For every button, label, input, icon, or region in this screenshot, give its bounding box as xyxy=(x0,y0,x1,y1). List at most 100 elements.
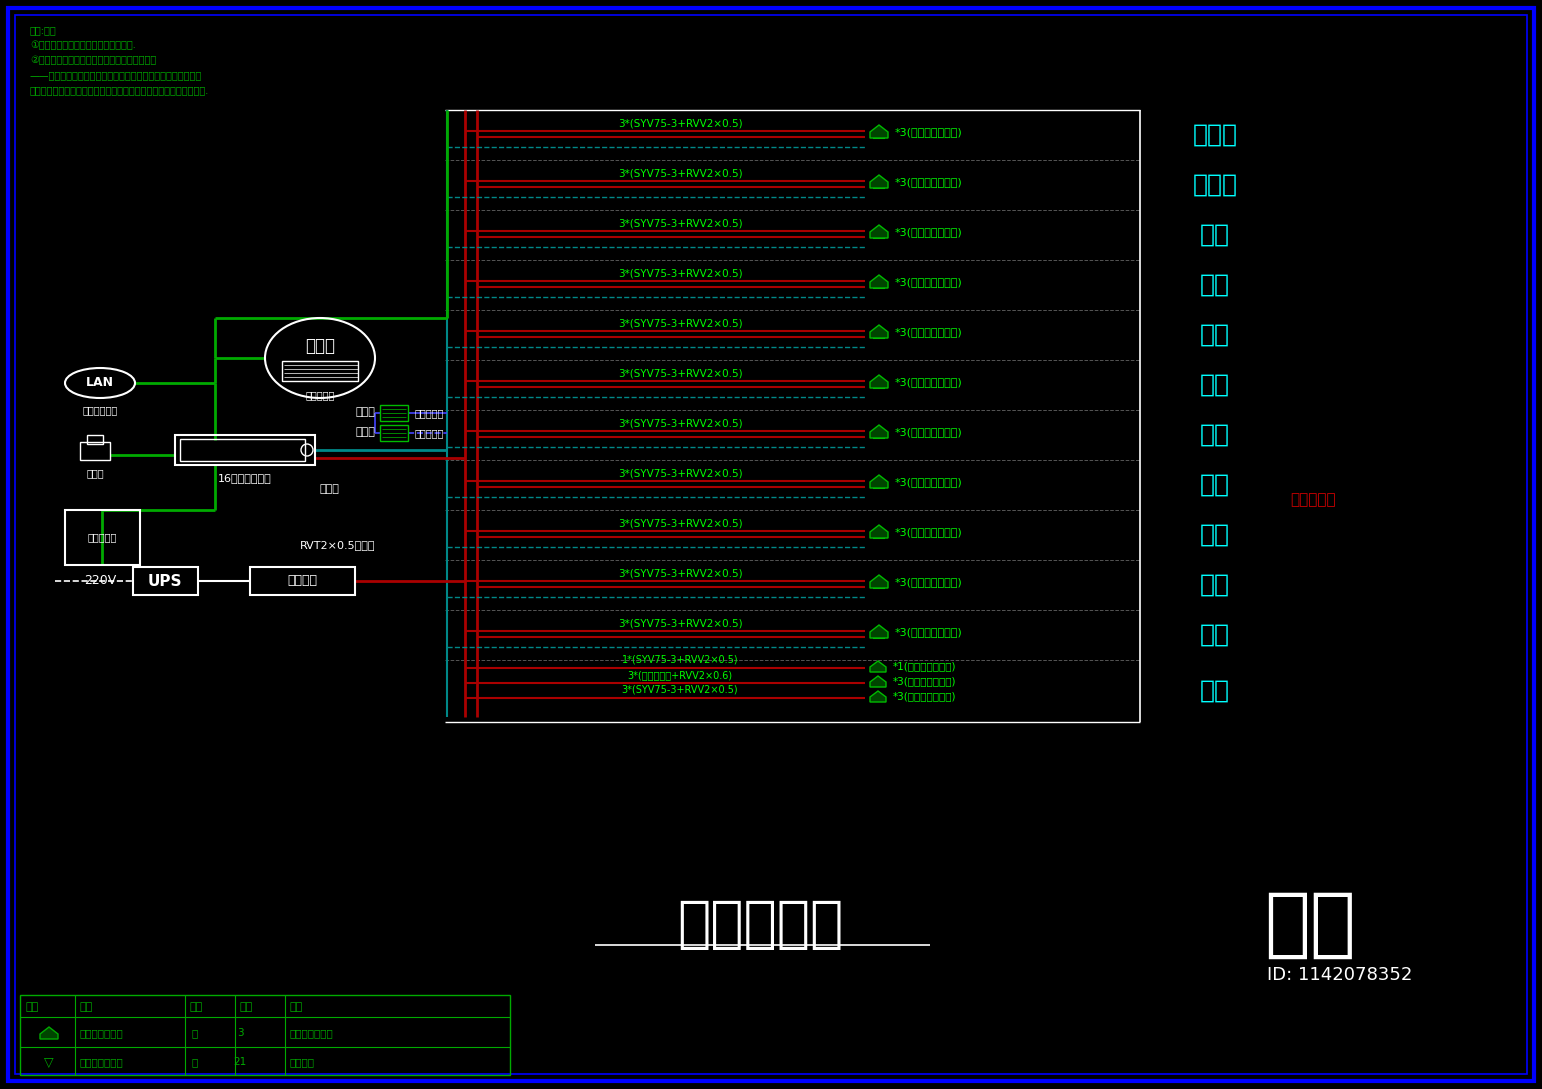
Text: *3(彩色半球摄相机): *3(彩色半球摄相机) xyxy=(894,527,962,537)
Text: 220V: 220V xyxy=(83,575,116,587)
Bar xyxy=(65,510,140,565)
Text: 3*(SYV75-3+RVV2×0.5): 3*(SYV75-3+RVV2×0.5) xyxy=(618,469,742,479)
Text: 二层: 二层 xyxy=(1200,623,1231,647)
Polygon shape xyxy=(870,676,887,687)
Text: *3(彩色半球摄相机): *3(彩色半球摄相机) xyxy=(894,477,962,487)
Text: 3*(SYV75-3+RVV2×0.5): 3*(SYV75-3+RVV2×0.5) xyxy=(618,119,742,129)
Text: 十一层: 十一层 xyxy=(1192,173,1238,197)
Text: 打印机: 打印机 xyxy=(86,468,103,478)
Text: 台: 台 xyxy=(191,1028,197,1038)
Polygon shape xyxy=(870,225,888,238)
Polygon shape xyxy=(870,625,888,638)
Text: 台: 台 xyxy=(191,1057,197,1067)
Text: ①图纸供建筑设计单位及人士学习交流.: ①图纸供建筑设计单位及人士学习交流. xyxy=(29,40,136,50)
Text: 六类线: 六类线 xyxy=(355,427,375,437)
Text: UPS: UPS xyxy=(148,574,182,588)
Text: 3*(SYV75-3+RVV2×0.5): 3*(SYV75-3+RVV2×0.5) xyxy=(618,319,742,329)
Text: ▽: ▽ xyxy=(45,1055,54,1068)
Text: *3(彩色半球摄相机): *3(彩色半球摄相机) xyxy=(894,427,962,437)
Text: *3(彩色半球摄相机): *3(彩色半球摄相机) xyxy=(894,178,962,187)
Text: ②不得转作商业出图，仅供位以此用作学习之用: ②不得转作商业出图，仅供位以此用作学习之用 xyxy=(29,56,156,65)
Text: 彩矿半式摄像机: 彩矿半式摄像机 xyxy=(80,1028,123,1038)
Text: *1(彩色半球摄相机): *1(彩色半球摄相机) xyxy=(893,661,956,671)
Text: 图例: 图例 xyxy=(25,1002,39,1012)
Text: 四层: 四层 xyxy=(1200,523,1231,547)
Text: 16路硬盘录像机: 16路硬盘录像机 xyxy=(217,473,271,484)
Text: 监控系统图: 监控系统图 xyxy=(677,898,843,952)
Text: 知末: 知末 xyxy=(1264,888,1355,962)
Polygon shape xyxy=(870,325,888,338)
Polygon shape xyxy=(870,661,887,672)
Text: *3(彩色半球摄相机): *3(彩色半球摄相机) xyxy=(894,327,962,337)
Text: 说明: 说明 xyxy=(290,1002,304,1012)
Text: 十二层: 十二层 xyxy=(1192,123,1238,147)
Text: 六层: 六层 xyxy=(1200,423,1231,446)
Polygon shape xyxy=(870,375,888,388)
Text: 彩矿发装: 彩矿发装 xyxy=(290,1057,315,1067)
Text: *3(彩色半球摄相机): *3(彩色半球摄相机) xyxy=(894,627,962,637)
Bar xyxy=(379,405,409,421)
Text: 五层: 五层 xyxy=(1200,473,1231,497)
Text: RVT2×0.5电源线: RVT2×0.5电源线 xyxy=(301,540,376,550)
Text: 3*(SYV75-3+RVV2×0.5): 3*(SYV75-3+RVV2×0.5) xyxy=(618,269,742,279)
Polygon shape xyxy=(870,276,888,287)
Bar xyxy=(20,995,510,1075)
Text: 1*(SYV75-3+RVV2×0.5): 1*(SYV75-3+RVV2×0.5) xyxy=(621,654,739,665)
Text: *3(彩色半球摄相机): *3(彩色半球摄相机) xyxy=(894,577,962,587)
Text: 局域网: 局域网 xyxy=(305,337,335,355)
Bar xyxy=(282,360,358,381)
Bar xyxy=(180,439,305,461)
Text: 网络交换机: 网络交换机 xyxy=(305,390,335,400)
Text: 数量: 数量 xyxy=(241,1002,253,1012)
Text: 一层: 一层 xyxy=(1200,680,1231,703)
Text: 交通违规抓拍: 交通违规抓拍 xyxy=(82,405,117,415)
Text: 监控系统图: 监控系统图 xyxy=(1291,492,1335,507)
Text: 视频线: 视频线 xyxy=(321,484,339,494)
Text: 七层: 七层 xyxy=(1200,374,1231,397)
Text: 3*(SYV75-3+RVV2×0.5): 3*(SYV75-3+RVV2×0.5) xyxy=(618,169,742,179)
Text: *3(彩色半球摄相机): *3(彩色半球摄相机) xyxy=(894,277,962,287)
Text: 电源装置: 电源装置 xyxy=(287,575,318,587)
Text: 3*(SYV75-3+RVV2×0.5): 3*(SYV75-3+RVV2×0.5) xyxy=(618,619,742,629)
Text: 十层: 十层 xyxy=(1200,223,1231,247)
Text: 三层: 三层 xyxy=(1200,573,1231,597)
Polygon shape xyxy=(870,525,888,538)
Bar xyxy=(174,435,315,465)
Text: 3*(SYV75-3+RVV2×0.5): 3*(SYV75-3+RVV2×0.5) xyxy=(618,219,742,229)
Text: 网络摄像机: 网络摄像机 xyxy=(415,408,444,418)
Text: 八层: 八层 xyxy=(1200,323,1231,347)
Text: 网络摄像机: 网络摄像机 xyxy=(415,428,444,438)
Text: 单位: 单位 xyxy=(190,1002,204,1012)
Text: *3(彩色半球摄相机): *3(彩色半球摄相机) xyxy=(894,377,962,387)
Text: *3(彩色半球摄相机): *3(彩色半球摄相机) xyxy=(894,227,962,237)
Text: LAN: LAN xyxy=(86,377,114,390)
Polygon shape xyxy=(870,692,887,702)
Polygon shape xyxy=(870,425,888,438)
Text: 3*(拍摄专用线+RVV2×0.6): 3*(拍摄专用线+RVV2×0.6) xyxy=(628,670,732,680)
Text: 名称: 名称 xyxy=(80,1002,93,1012)
Text: 21: 21 xyxy=(233,1057,247,1067)
Text: ID: 1142078352: ID: 1142078352 xyxy=(1268,966,1412,984)
Polygon shape xyxy=(870,475,888,488)
Text: 保安室设备: 保安室设备 xyxy=(88,533,117,542)
Bar xyxy=(86,435,103,444)
Text: 枪距式摄像发装: 枪距式摄像发装 xyxy=(290,1028,333,1038)
Text: *3(彩色半球摄相机): *3(彩色半球摄相机) xyxy=(894,127,962,137)
Text: 3: 3 xyxy=(236,1028,244,1038)
Bar xyxy=(250,567,355,595)
Polygon shape xyxy=(40,1027,59,1039)
Bar xyxy=(133,567,197,595)
Polygon shape xyxy=(870,575,888,588)
Bar xyxy=(80,442,109,460)
Text: 3*(SYV75-3+RVV2×0.5): 3*(SYV75-3+RVV2×0.5) xyxy=(618,519,742,529)
Text: 六类线: 六类线 xyxy=(355,407,375,417)
Text: ——本图纸内容均为内容，生在人总合了了其他刊物内的内容，: ——本图纸内容均为内容，生在人总合了了其他刊物内的内容， xyxy=(29,70,202,79)
Bar xyxy=(379,425,409,441)
Text: 九层: 九层 xyxy=(1200,273,1231,297)
Text: 说明:备注: 说明:备注 xyxy=(29,25,57,35)
Text: 之而在，生，先是我们对此发布都，起先是我遗留地网标准中会产人.: 之而在，生，先是我们对此发布都，起先是我遗留地网标准中会产人. xyxy=(29,85,210,95)
Polygon shape xyxy=(870,125,888,138)
Text: 3*(SYV75-3+RVV2×0.5): 3*(SYV75-3+RVV2×0.5) xyxy=(618,369,742,379)
Text: *3(彩色半球摄相机): *3(彩色半球摄相机) xyxy=(893,676,956,686)
Text: *3(彩色固定摄相机): *3(彩色固定摄相机) xyxy=(893,692,956,701)
